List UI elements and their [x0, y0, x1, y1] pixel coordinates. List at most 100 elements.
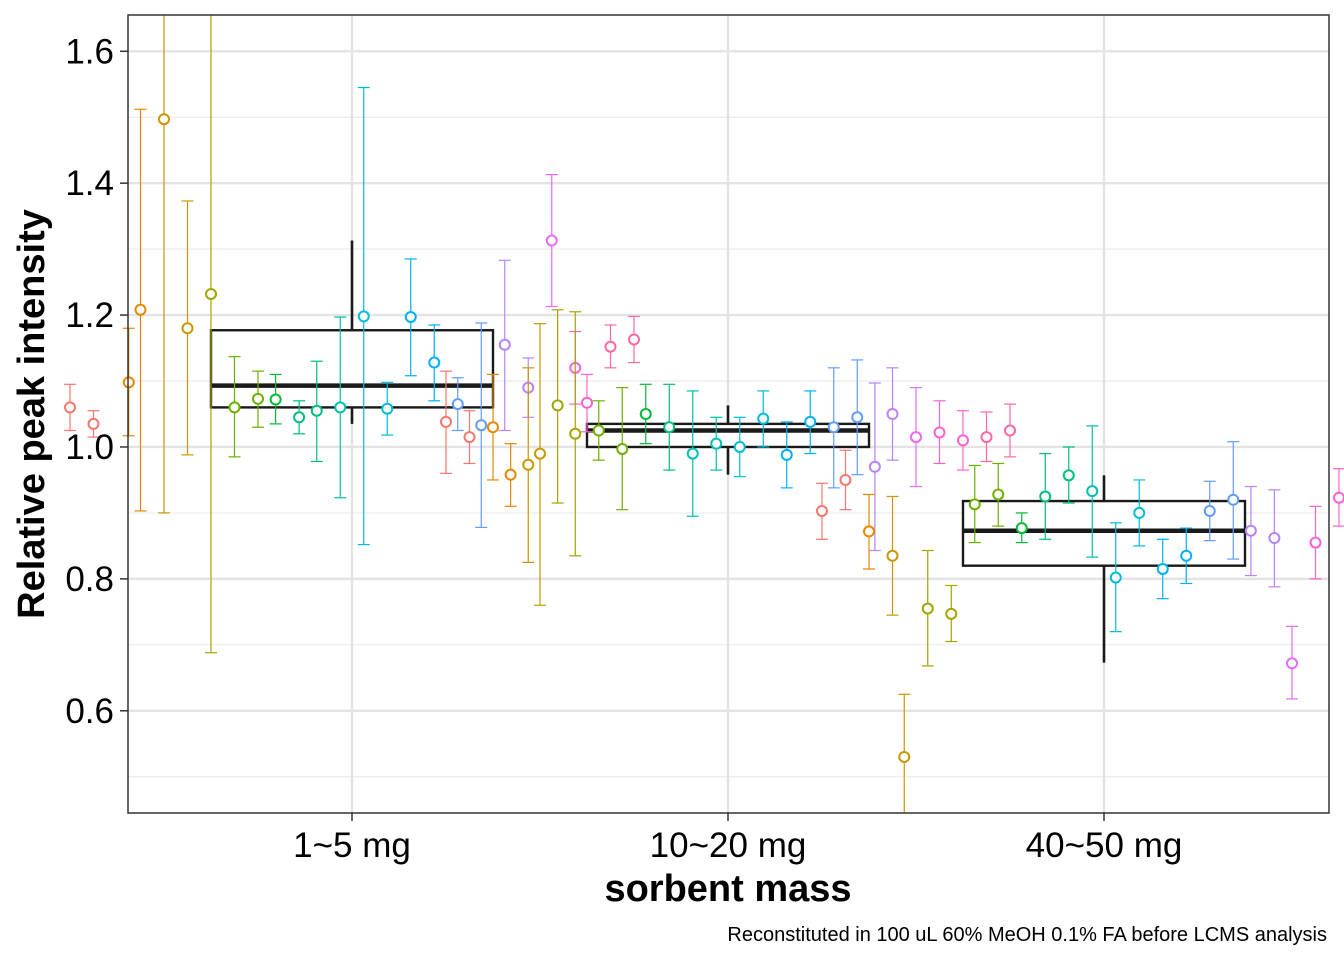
data-point-group — [134, 108, 147, 512]
data-point — [310, 404, 323, 417]
data-point-group — [1180, 527, 1193, 585]
data-point — [604, 340, 617, 353]
y-tick-label: 0.6 — [65, 692, 114, 731]
y-axis-title: Relative peak intensity — [11, 209, 53, 619]
data-point — [1244, 524, 1257, 537]
data-point — [1062, 469, 1075, 482]
data-point-group — [780, 421, 793, 489]
data-point — [269, 393, 282, 406]
data-point — [1227, 493, 1240, 506]
data-point-group — [921, 549, 934, 667]
data-point-group — [1203, 480, 1216, 542]
data-point — [780, 448, 793, 461]
data-point — [851, 411, 864, 424]
data-point-group — [504, 443, 517, 507]
data-point — [293, 411, 306, 424]
data-point — [463, 431, 476, 444]
data-point — [504, 468, 517, 481]
data-point — [980, 431, 993, 444]
data-point-group — [1244, 485, 1257, 577]
data-point — [898, 750, 911, 763]
data-point-group — [1086, 425, 1099, 558]
data-point — [1309, 536, 1322, 549]
data-point-group — [604, 324, 617, 369]
data-point — [816, 504, 828, 517]
data-point — [1180, 549, 1193, 562]
data-point — [710, 437, 723, 450]
data-point-group — [1039, 452, 1052, 540]
data-point-group — [310, 360, 323, 463]
data-point-group — [839, 449, 852, 511]
data-point-group — [1004, 403, 1016, 458]
data-point-group — [181, 200, 194, 456]
box-iqr — [585, 422, 871, 449]
data-point — [87, 417, 100, 430]
x-axis: 1~5 mg 10~20 mg 40~50 mg — [293, 813, 1182, 865]
data-point — [357, 310, 370, 323]
data-point-group — [269, 373, 282, 425]
data-point-group — [1333, 468, 1344, 527]
data-point — [863, 525, 875, 538]
data-point — [616, 442, 629, 455]
data-point-group — [804, 390, 817, 455]
data-point-group — [816, 482, 828, 540]
data-point-group — [451, 377, 464, 432]
data-point — [487, 421, 499, 434]
data-point-group — [440, 370, 452, 474]
data-point-group — [581, 373, 593, 433]
data-point-group — [87, 410, 100, 438]
y-axis: 0.6 0.8 1.0 1.2 1.4 1.6 — [65, 32, 128, 731]
data-point-group — [898, 693, 911, 813]
data-point — [686, 447, 699, 460]
data-point — [968, 498, 981, 511]
data-point-group — [475, 322, 488, 529]
data-point-group — [1156, 538, 1169, 600]
data-point-group — [945, 584, 958, 643]
data-point-group — [404, 258, 417, 377]
data-point-group — [357, 86, 370, 546]
data-point — [522, 458, 535, 471]
data-point — [158, 113, 170, 126]
point-layer — [64, 15, 1344, 813]
data-point — [733, 440, 746, 453]
data-point — [1156, 562, 1169, 575]
data-point-group — [868, 382, 881, 552]
data-point-group — [1015, 512, 1028, 544]
data-point-group — [293, 400, 306, 435]
data-point-group — [886, 495, 899, 616]
data-point — [1086, 485, 1099, 498]
data-point-group — [64, 383, 76, 432]
data-point — [475, 419, 488, 432]
data-point-group — [933, 400, 946, 465]
data-point — [404, 311, 417, 324]
x-axis-title: sorbent mass — [604, 868, 851, 910]
data-point-group — [1133, 479, 1146, 547]
data-point-group — [1268, 489, 1281, 588]
data-point-group — [968, 464, 981, 544]
data-point-group — [992, 462, 1005, 527]
data-point-group — [686, 390, 699, 517]
data-point — [381, 402, 394, 415]
data-point-group — [522, 367, 535, 563]
data-point-group — [545, 174, 558, 308]
data-point-group — [158, 15, 170, 514]
data-point — [592, 424, 605, 437]
data-point — [134, 303, 147, 316]
data-point-group — [1062, 446, 1075, 504]
data-point — [534, 447, 546, 460]
data-point — [992, 488, 1005, 501]
y-tick-label: 1.2 — [65, 296, 114, 335]
data-point — [1015, 522, 1028, 535]
data-point — [868, 460, 881, 473]
data-point-group — [733, 416, 746, 478]
data-point-group — [428, 324, 441, 402]
data-point-group — [252, 370, 264, 428]
data-point-group — [1227, 441, 1240, 560]
data-point-group — [616, 387, 629, 511]
data-point — [64, 401, 76, 414]
data-point — [886, 549, 899, 562]
data-point — [334, 401, 347, 414]
data-point-group — [1109, 522, 1122, 633]
data-point-group — [534, 323, 546, 606]
